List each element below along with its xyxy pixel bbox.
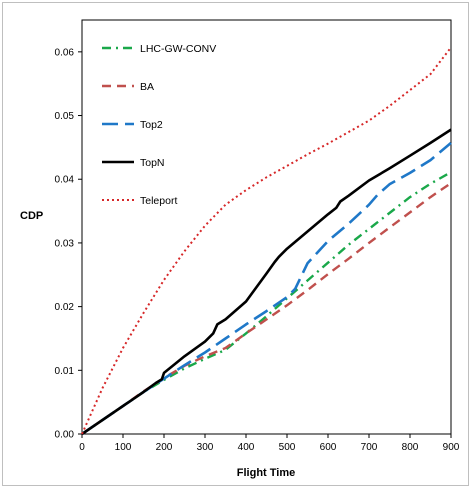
y-tick-label: 0.03: [55, 238, 75, 249]
series-line-ba: [81, 182, 452, 435]
y-axis: 0.00 0.01 0.02 0.03 0.04 0.05 0.06: [55, 47, 82, 441]
legend: LHC-GW-CONV BA Top2 TopN Teleport: [102, 43, 216, 207]
x-axis: 0 100 200 300 400 500 600 700 800 900: [79, 434, 460, 453]
y-tick-label: 0.06: [55, 47, 75, 58]
x-tick-label: 700: [361, 442, 378, 453]
legend-label-ba: BA: [140, 81, 154, 93]
legend-label-teleport: Teleport: [140, 195, 177, 207]
x-tick-label: 200: [156, 442, 173, 453]
x-tick-label: 900: [443, 442, 460, 453]
y-tick-label: 0.05: [55, 111, 75, 122]
series-line-topn: [81, 128, 452, 436]
series-layer: [81, 46, 452, 436]
x-tick-label: 300: [197, 442, 214, 453]
plot-area: [81, 19, 452, 435]
series-line-teleport: [81, 46, 452, 435]
x-tick-label: 800: [402, 442, 419, 453]
x-tick-label: 0: [79, 442, 85, 453]
y-axis-title: CDP: [20, 210, 43, 222]
x-tick-label: 400: [238, 442, 255, 453]
legend-label-lhc-gw-conv: LHC-GW-CONV: [140, 43, 216, 55]
legend-label-topn: TopN: [140, 157, 165, 169]
x-tick-label: 100: [115, 442, 132, 453]
x-axis-title: Flight Time: [237, 467, 295, 479]
y-tick-label: 0.01: [55, 366, 75, 377]
y-tick-label: 0.04: [55, 175, 75, 186]
plot-border: [81, 19, 452, 435]
chart-frame: [2, 2, 469, 486]
y-tick-label: 0.02: [55, 302, 75, 313]
x-tick-label: 600: [320, 442, 337, 453]
legend-label-top2: Top2: [140, 119, 163, 131]
y-tick-label: 0.00: [55, 430, 75, 441]
series-line-lhc-gw-conv: [81, 171, 452, 435]
series-line-top2: [81, 141, 452, 436]
x-tick-label: 500: [279, 442, 296, 453]
